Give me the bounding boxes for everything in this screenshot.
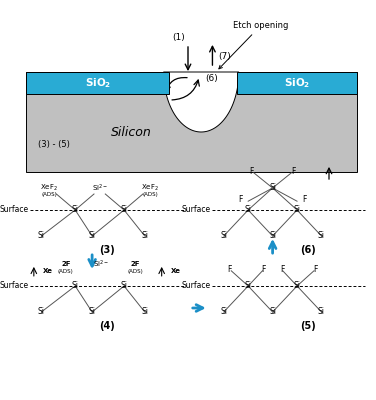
Text: Si: Si <box>141 308 148 316</box>
Bar <box>237 72 357 94</box>
Text: Si: Si <box>294 206 300 214</box>
Text: Si: Si <box>89 308 96 316</box>
Text: (ADS): (ADS) <box>143 192 158 197</box>
Text: (6): (6) <box>205 74 218 82</box>
Text: (1): (1) <box>172 33 185 42</box>
Text: Si: Si <box>72 206 79 214</box>
Text: (5): (5) <box>300 321 316 331</box>
Text: (7): (7) <box>218 52 231 60</box>
Text: F: F <box>227 266 232 274</box>
Text: (3): (3) <box>99 245 115 255</box>
Text: Xe: Xe <box>43 268 53 274</box>
Text: Surface: Surface <box>182 206 211 214</box>
Text: Si: Si <box>72 282 79 290</box>
Text: Si: Si <box>269 184 276 192</box>
Text: $\mathbf{SiO_2}$: $\mathbf{SiO_2}$ <box>284 76 310 90</box>
Text: 2F: 2F <box>61 261 71 267</box>
Text: F: F <box>280 266 284 274</box>
Text: Silicon: Silicon <box>111 126 152 138</box>
Text: F: F <box>302 196 307 204</box>
Text: (3) - (5): (3) - (5) <box>38 140 70 148</box>
Text: F: F <box>261 266 265 274</box>
Text: F: F <box>291 168 296 176</box>
Text: Si: Si <box>141 232 148 240</box>
Text: Si: Si <box>269 308 276 316</box>
Text: Si: Si <box>38 308 45 316</box>
Text: Si: Si <box>220 232 227 240</box>
Text: (2): (2) <box>151 78 164 86</box>
Text: Surface: Surface <box>0 282 28 290</box>
Text: $\mathbf{SiO_2}$: $\mathbf{SiO_2}$ <box>85 76 111 90</box>
Text: (4): (4) <box>99 321 115 331</box>
Text: Si: Si <box>245 282 252 290</box>
Text: Etch opening: Etch opening <box>219 21 288 69</box>
Text: Si: Si <box>318 308 325 316</box>
Text: (6): (6) <box>300 245 316 255</box>
Text: Xe: Xe <box>171 268 181 274</box>
Text: Si: Si <box>38 232 45 240</box>
Text: $\mathrm{Si^{2-}}$: $\mathrm{Si^{2-}}$ <box>94 258 109 270</box>
Text: Si: Si <box>121 206 127 214</box>
Text: Si: Si <box>294 282 300 290</box>
Text: 2F: 2F <box>130 261 140 267</box>
Bar <box>26 72 169 94</box>
Text: Si: Si <box>89 232 96 240</box>
Text: (ADS): (ADS) <box>127 269 143 274</box>
Text: $\mathrm{XeF_2}$: $\mathrm{XeF_2}$ <box>40 183 58 193</box>
Text: Si: Si <box>318 232 325 240</box>
Text: (ADS): (ADS) <box>41 192 57 197</box>
Text: $\mathrm{Si^{2-}}$: $\mathrm{Si^{2-}}$ <box>92 182 108 194</box>
Text: F: F <box>238 196 243 204</box>
Polygon shape <box>164 72 239 132</box>
Bar <box>26 72 357 172</box>
Text: Surface: Surface <box>0 206 28 214</box>
Text: (ADS): (ADS) <box>58 269 74 274</box>
Text: $\mathrm{XeF_2}$: $\mathrm{XeF_2}$ <box>141 183 159 193</box>
Text: Si: Si <box>220 308 227 316</box>
Text: F: F <box>250 168 254 176</box>
Text: Surface: Surface <box>182 282 211 290</box>
Text: Si: Si <box>245 206 252 214</box>
Text: Si: Si <box>121 282 127 290</box>
Text: F: F <box>314 266 318 274</box>
Text: Si: Si <box>269 232 276 240</box>
